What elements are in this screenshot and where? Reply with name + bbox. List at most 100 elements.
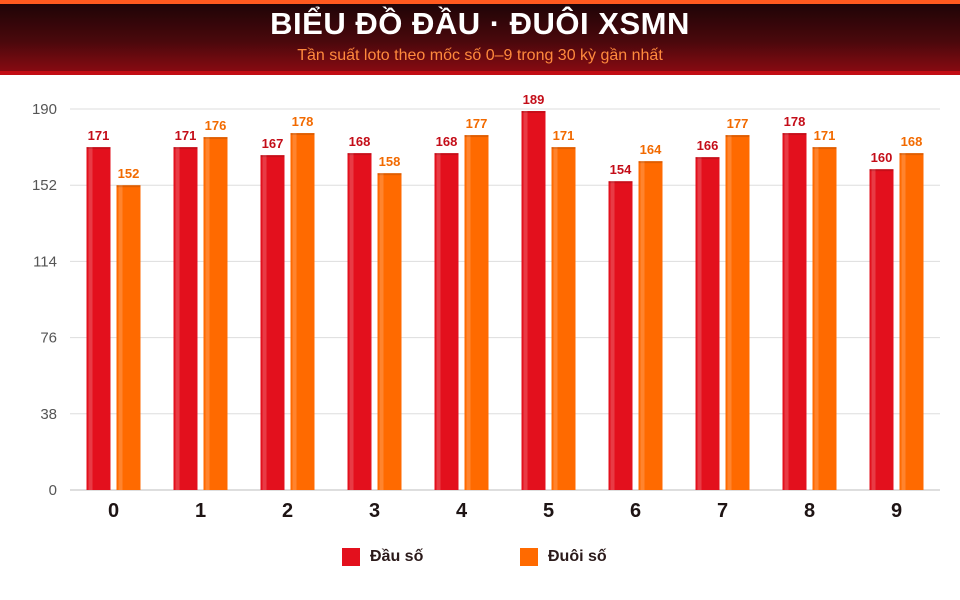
bar-top-edge bbox=[116, 185, 141, 188]
bar-highlight bbox=[205, 137, 210, 491]
data-label: 177 bbox=[466, 116, 488, 131]
data-label: 158 bbox=[379, 154, 401, 169]
bar-duoi bbox=[290, 133, 315, 490]
bar-highlight bbox=[553, 147, 558, 490]
bar-dau bbox=[869, 169, 894, 490]
bar-duoi bbox=[377, 173, 402, 490]
bar-top-edge bbox=[521, 111, 546, 114]
data-label: 171 bbox=[88, 128, 110, 143]
x-tick-label: 1 bbox=[195, 500, 206, 522]
y-tick-label: 76 bbox=[40, 330, 57, 347]
bar-highlight bbox=[901, 153, 906, 490]
chart-subtitle: Tần suất loto theo mốc số 0–9 trong 30 k… bbox=[297, 47, 663, 64]
bar-duoi bbox=[812, 147, 837, 490]
data-label: 178 bbox=[292, 114, 314, 129]
bar-top-edge bbox=[725, 135, 750, 138]
bar-top-edge bbox=[347, 153, 372, 156]
bar-duoi bbox=[116, 185, 141, 490]
bar-top-edge bbox=[434, 153, 459, 156]
data-label: 171 bbox=[814, 128, 836, 143]
bar-dau bbox=[260, 155, 285, 491]
bar-top-edge bbox=[899, 153, 924, 156]
data-label: 168 bbox=[436, 134, 458, 149]
x-tick-label: 9 bbox=[891, 500, 902, 522]
bar-highlight bbox=[436, 153, 441, 490]
x-tick-label: 4 bbox=[456, 500, 468, 522]
x-tick-label: 3 bbox=[369, 500, 380, 522]
legend-label-duoi: Đuôi số bbox=[548, 548, 607, 565]
data-label: 166 bbox=[697, 138, 719, 153]
bar-top-edge bbox=[203, 137, 228, 140]
y-tick-label: 38 bbox=[40, 406, 57, 423]
data-label: 189 bbox=[523, 92, 545, 107]
bar-highlight bbox=[262, 155, 267, 491]
x-tick-label: 6 bbox=[630, 500, 641, 522]
bar-top-edge bbox=[290, 133, 315, 136]
bar-dau bbox=[173, 147, 198, 490]
bar-top-edge bbox=[173, 147, 198, 150]
x-tick-label: 5 bbox=[543, 500, 554, 522]
bar-highlight bbox=[871, 169, 876, 490]
bar-top-edge bbox=[812, 147, 837, 150]
data-label: 171 bbox=[175, 128, 197, 143]
bar-highlight bbox=[466, 135, 471, 490]
bar-highlight bbox=[88, 147, 93, 490]
bar-duoi bbox=[638, 161, 663, 490]
x-tick-label: 8 bbox=[804, 500, 815, 522]
labels-layer: 0387611415219017115201711761167178216815… bbox=[32, 92, 922, 522]
data-label: 167 bbox=[262, 136, 284, 151]
bar-top-edge bbox=[782, 133, 807, 136]
data-label: 168 bbox=[349, 134, 371, 149]
y-tick-label: 0 bbox=[49, 482, 57, 499]
bar-highlight bbox=[784, 133, 789, 490]
x-tick-label: 2 bbox=[282, 500, 293, 522]
data-label: 171 bbox=[553, 128, 575, 143]
bar-duoi bbox=[464, 135, 489, 490]
bar-highlight bbox=[379, 173, 384, 490]
bar-top-edge bbox=[608, 181, 633, 184]
chart-title: BIỂU ĐỒ ĐẦU · ĐUÔI XSMN bbox=[270, 6, 690, 41]
bar-highlight bbox=[727, 135, 732, 490]
data-label: 164 bbox=[640, 142, 662, 157]
legend-swatch-duoi bbox=[520, 548, 538, 566]
data-label: 178 bbox=[784, 114, 806, 129]
bar-top-edge bbox=[869, 169, 894, 172]
x-tick-label: 0 bbox=[108, 500, 119, 522]
data-label: 168 bbox=[901, 134, 923, 149]
bar-top-edge bbox=[695, 157, 720, 160]
bar-highlight bbox=[292, 133, 297, 490]
bars-layer bbox=[86, 111, 924, 491]
bar-duoi bbox=[203, 137, 228, 491]
legend: Đầu số Đuôi số bbox=[0, 546, 960, 568]
y-tick-label: 152 bbox=[32, 177, 57, 194]
bar-highlight bbox=[349, 153, 354, 490]
bar-dau bbox=[521, 111, 546, 491]
header-accent-stripe bbox=[0, 0, 960, 4]
bar-dau bbox=[695, 157, 720, 490]
data-label: 154 bbox=[610, 162, 632, 177]
bar-duoi bbox=[551, 147, 576, 490]
legend-item-duoi: Đuôi số bbox=[520, 546, 607, 568]
y-tick-label: 190 bbox=[32, 101, 57, 118]
bar-highlight bbox=[697, 157, 702, 490]
bar-top-edge bbox=[551, 147, 576, 150]
y-tick-label: 114 bbox=[33, 253, 57, 270]
bar-dau bbox=[347, 153, 372, 490]
bar-highlight bbox=[610, 181, 615, 491]
bar-top-edge bbox=[260, 155, 285, 158]
bar-top-edge bbox=[638, 161, 663, 164]
legend-swatch-dau bbox=[342, 548, 360, 566]
legend-label-dau: Đầu số bbox=[370, 548, 424, 565]
data-label: 160 bbox=[871, 150, 893, 165]
x-tick-label: 7 bbox=[717, 500, 728, 522]
bar-top-edge bbox=[464, 135, 489, 138]
bar-dau bbox=[86, 147, 111, 490]
bar-highlight bbox=[640, 161, 645, 490]
bar-top-edge bbox=[377, 173, 402, 176]
bar-highlight bbox=[175, 147, 180, 490]
header-bottom-stripe bbox=[0, 71, 960, 75]
bar-highlight bbox=[523, 111, 528, 491]
bar-highlight bbox=[118, 185, 123, 490]
bar-dau bbox=[782, 133, 807, 490]
